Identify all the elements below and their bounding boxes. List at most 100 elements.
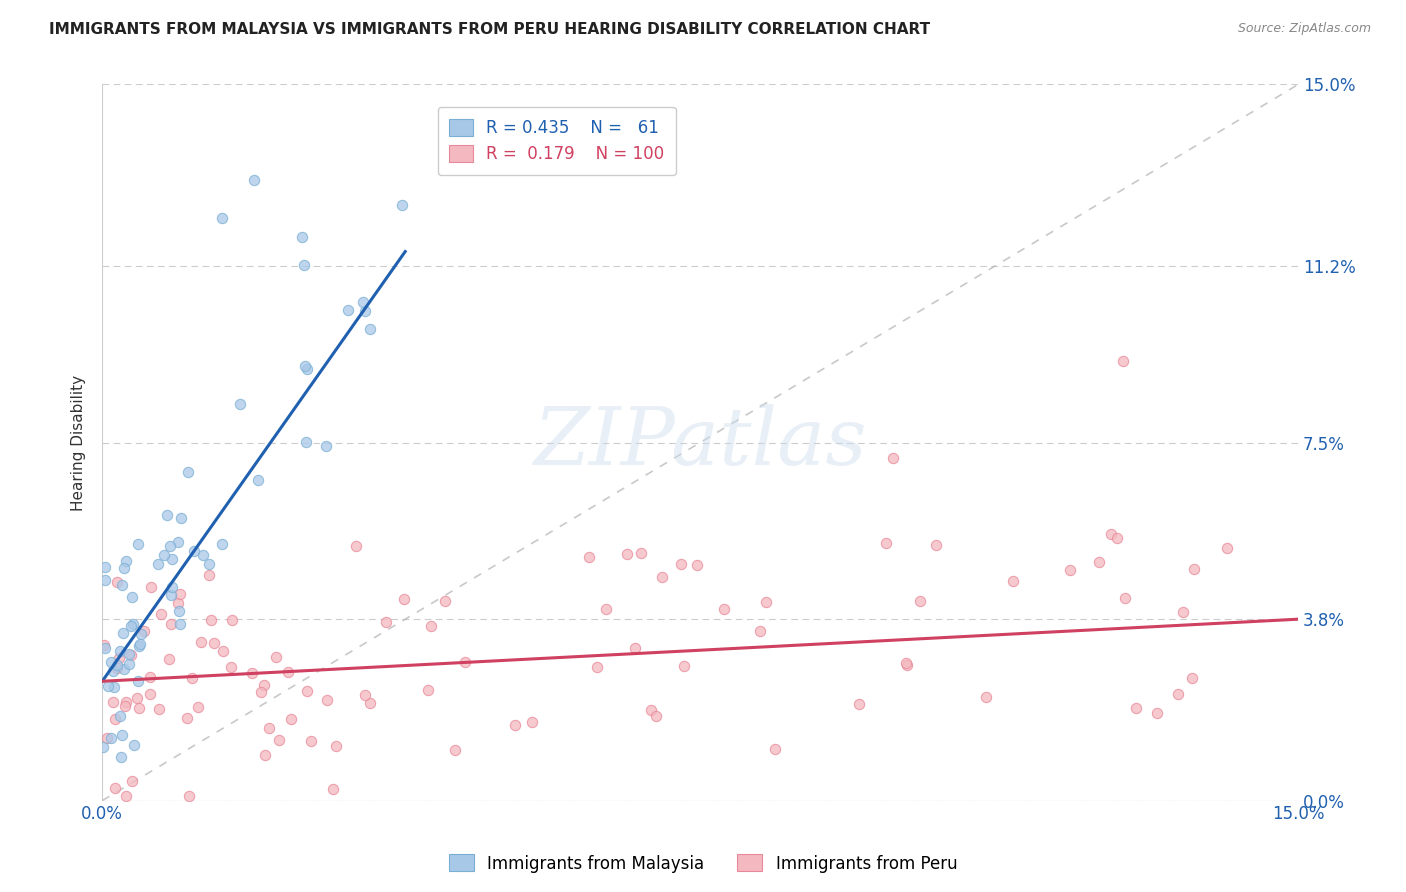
Point <box>755 595 778 609</box>
Point <box>181 671 204 685</box>
Point <box>96 679 118 693</box>
Point <box>267 732 290 747</box>
Point <box>520 714 543 729</box>
Point <box>129 637 152 651</box>
Point <box>1125 701 1147 715</box>
Point <box>295 362 318 376</box>
Point <box>645 708 668 723</box>
Point <box>132 624 155 638</box>
Point <box>148 557 170 571</box>
Point <box>122 738 145 752</box>
Point <box>114 789 136 803</box>
Point <box>186 700 208 714</box>
Point <box>294 359 316 374</box>
Point <box>177 465 200 479</box>
Point <box>110 749 132 764</box>
Point <box>295 434 318 449</box>
Point <box>253 748 276 763</box>
Point <box>112 561 135 575</box>
Point <box>896 656 918 670</box>
Point <box>352 294 374 309</box>
Point <box>179 789 201 803</box>
Point <box>325 739 347 753</box>
Point <box>169 616 191 631</box>
Point <box>94 573 117 587</box>
Point <box>240 666 263 681</box>
Point <box>202 636 225 650</box>
Point <box>160 617 183 632</box>
Point <box>157 652 180 666</box>
Point <box>183 544 205 558</box>
Point <box>160 580 183 594</box>
Point <box>1216 541 1239 555</box>
Point <box>444 743 467 757</box>
Point <box>503 718 526 732</box>
Point <box>280 712 302 726</box>
Point <box>1184 562 1206 576</box>
Y-axis label: Hearing Disability: Hearing Disability <box>72 375 86 510</box>
Point <box>290 230 312 244</box>
Legend: Immigrants from Malaysia, Immigrants from Peru: Immigrants from Malaysia, Immigrants fro… <box>441 847 965 880</box>
Point <box>292 258 315 272</box>
Point <box>159 539 181 553</box>
Point <box>748 624 770 638</box>
Point <box>924 538 946 552</box>
Point <box>156 508 179 522</box>
Point <box>105 575 128 590</box>
Point <box>128 639 150 653</box>
Point <box>630 545 652 559</box>
Point <box>454 655 477 669</box>
Point <box>153 548 176 562</box>
Point <box>1112 354 1135 368</box>
Point <box>91 740 114 755</box>
Point <box>111 728 134 742</box>
Point <box>624 640 647 655</box>
Point <box>198 568 221 582</box>
Point <box>170 511 193 525</box>
Point <box>139 687 162 701</box>
Point <box>763 742 786 756</box>
Point <box>896 657 918 672</box>
Point <box>1171 606 1194 620</box>
Point <box>1167 687 1189 701</box>
Point <box>1087 555 1109 569</box>
Text: Source: ZipAtlas.com: Source: ZipAtlas.com <box>1237 22 1371 36</box>
Point <box>669 557 692 571</box>
Point <box>212 643 235 657</box>
Point <box>257 721 280 735</box>
Point <box>111 577 134 591</box>
Point <box>1099 526 1122 541</box>
Text: IMMIGRANTS FROM MALAYSIA VS IMMIGRANTS FROM PERU HEARING DISABILITY CORRELATION : IMMIGRANTS FROM MALAYSIA VS IMMIGRANTS F… <box>49 22 931 37</box>
Point <box>100 655 122 669</box>
Point <box>1146 706 1168 721</box>
Point <box>250 684 273 698</box>
Point <box>416 683 439 698</box>
Point <box>118 657 141 671</box>
Point <box>875 535 897 549</box>
Point <box>112 625 135 640</box>
Point <box>128 700 150 714</box>
Point <box>94 641 117 656</box>
Point <box>242 173 264 187</box>
Point <box>221 613 243 627</box>
Legend: R = 0.435    N =   61, R =  0.179    N = 100: R = 0.435 N = 61, R = 0.179 N = 100 <box>437 107 676 175</box>
Point <box>125 690 148 705</box>
Point <box>167 604 190 618</box>
Point <box>253 678 276 692</box>
Point <box>672 658 695 673</box>
Point <box>169 587 191 601</box>
Point <box>266 649 288 664</box>
Point <box>121 774 143 789</box>
Point <box>616 547 638 561</box>
Point <box>246 473 269 487</box>
Point <box>359 696 381 710</box>
Point <box>391 198 413 212</box>
Point <box>167 535 190 549</box>
Point <box>120 619 142 633</box>
Point <box>354 689 377 703</box>
Point <box>200 613 222 627</box>
Point <box>139 581 162 595</box>
Point <box>392 592 415 607</box>
Point <box>96 731 118 745</box>
Point <box>211 211 233 226</box>
